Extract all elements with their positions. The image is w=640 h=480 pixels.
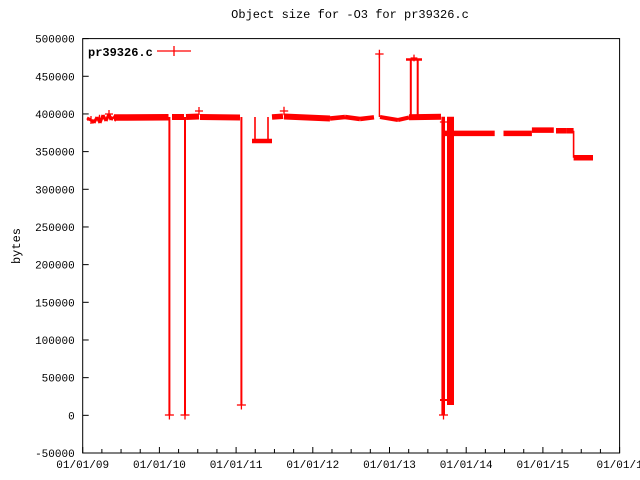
svg-text:350000: 350000 bbox=[35, 148, 75, 160]
svg-text:0: 0 bbox=[68, 411, 75, 423]
svg-text:01/01/09: 01/01/09 bbox=[56, 460, 109, 472]
svg-text:01/01/11: 01/01/11 bbox=[210, 460, 263, 472]
svg-text:01/01/15: 01/01/15 bbox=[516, 460, 569, 472]
svg-text:01/01/1: 01/01/1 bbox=[596, 460, 640, 472]
svg-text:450000: 450000 bbox=[35, 72, 75, 84]
svg-text:pr39326.c: pr39326.c bbox=[88, 46, 153, 60]
svg-text:500000: 500000 bbox=[35, 35, 75, 47]
svg-text:250000: 250000 bbox=[35, 223, 75, 235]
svg-text:01/01/12: 01/01/12 bbox=[286, 460, 339, 472]
svg-text:400000: 400000 bbox=[35, 110, 75, 122]
svg-text:150000: 150000 bbox=[35, 298, 75, 310]
svg-text:01/01/14: 01/01/14 bbox=[440, 460, 493, 472]
svg-text:100000: 100000 bbox=[35, 336, 75, 348]
svg-text:300000: 300000 bbox=[35, 185, 75, 197]
svg-text:01/01/13: 01/01/13 bbox=[363, 460, 416, 472]
svg-text:bytes: bytes bbox=[10, 228, 24, 264]
svg-text:01/01/10: 01/01/10 bbox=[133, 460, 186, 472]
svg-text:Object size for -O3 for pr3932: Object size for -O3 for pr39326.c bbox=[231, 8, 469, 22]
svg-text:50000: 50000 bbox=[42, 374, 75, 386]
svg-text:200000: 200000 bbox=[35, 261, 75, 273]
